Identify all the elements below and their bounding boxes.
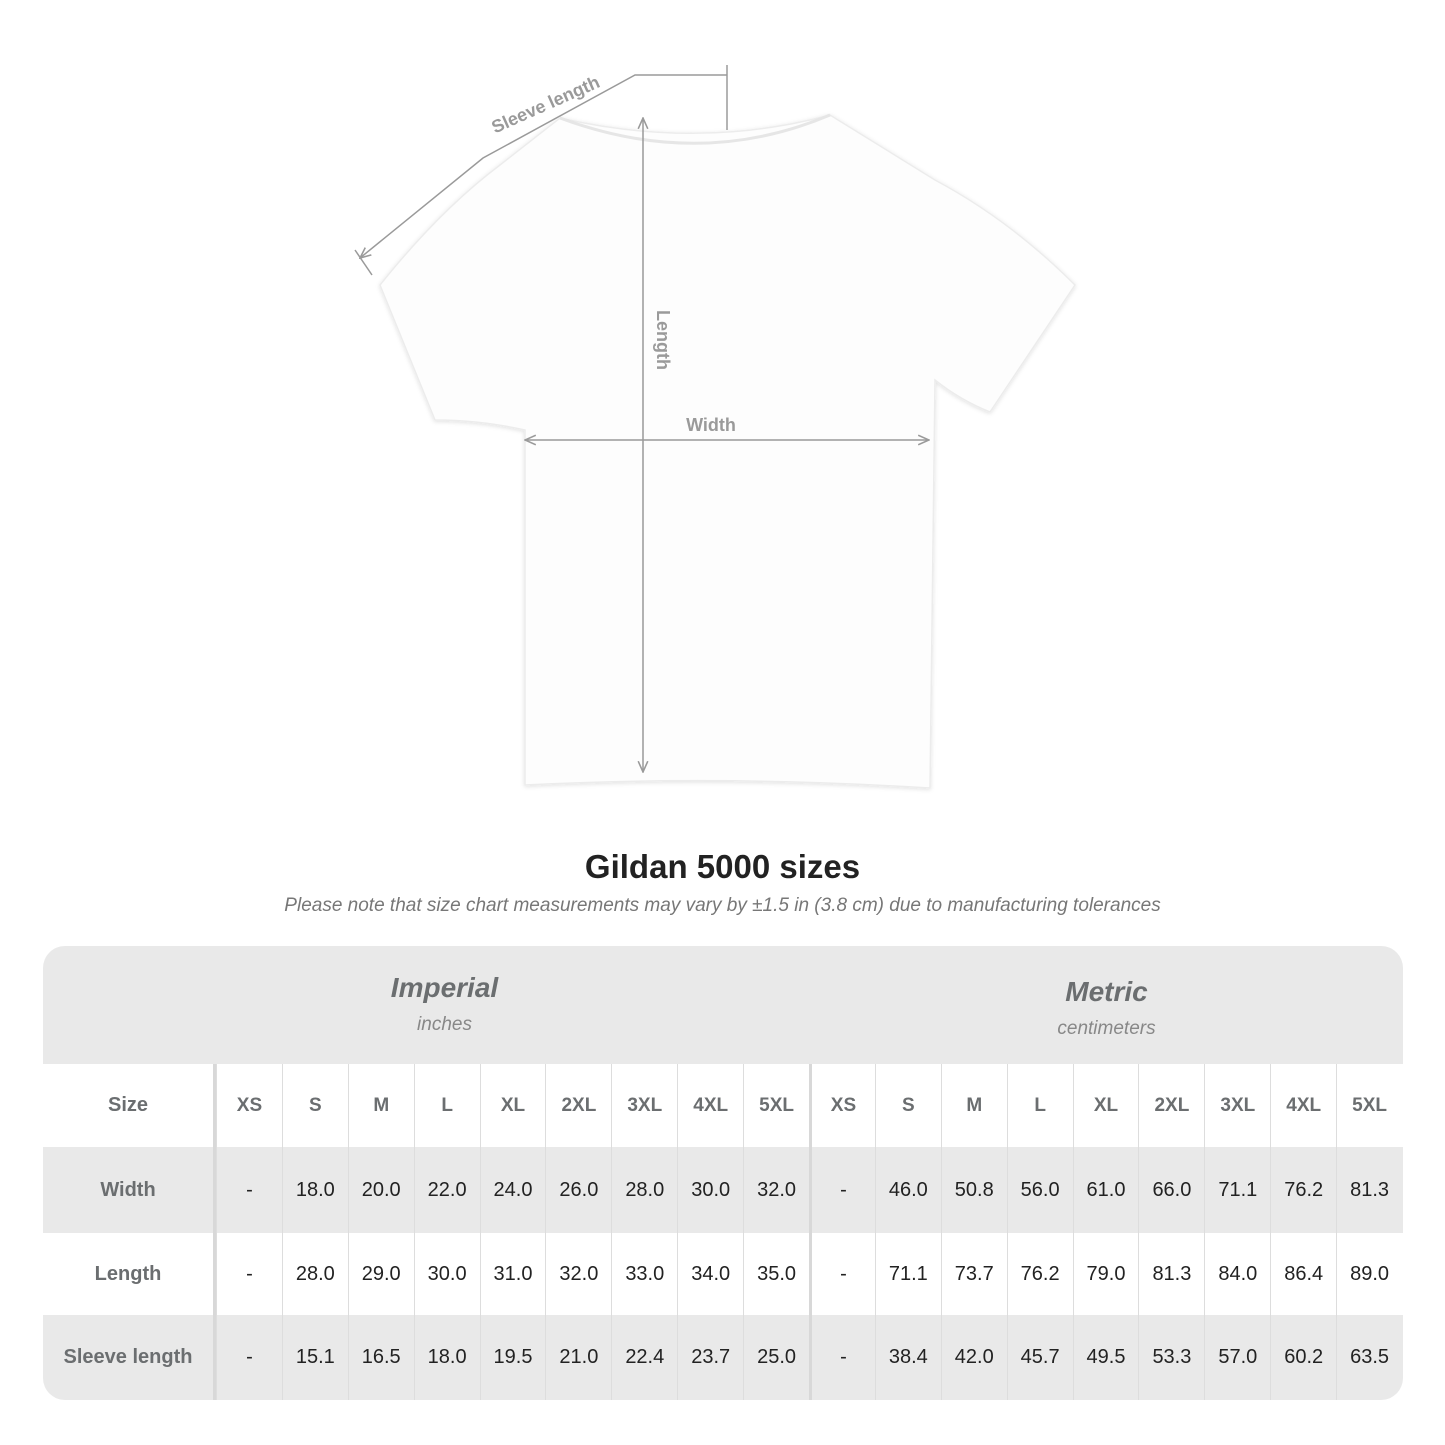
size-header-cell: 2XL [545,1064,611,1147]
imperial-value-cell: 35.0 [743,1233,809,1315]
metric-value-cell: 76.2 [1006,1233,1073,1315]
imperial-value-cell: 31.0 [479,1233,546,1315]
tolerance-note: Please note that size chart measurements… [284,895,1161,916]
metric-value-cell: 71.1 [1204,1147,1270,1233]
table-row: Length -28.0 29.0 30.0 31.0 32.0 33.0 34.0 35.0-… [43,1233,1403,1315]
imperial-value-cell: - [216,1147,282,1233]
imperial-value-cell: 33.0 [611,1233,677,1315]
metric-value-cell: 57.0 [1204,1315,1270,1400]
imperial-value-cell: 28.0 [611,1147,677,1233]
imperial-value-cell: 23.7 [677,1315,743,1400]
sleeve-measure-line [354,65,728,276]
table-row: Width -18.0 20.0 22.0 24.0 26.0 28.0 30.0 32.0-4… [43,1147,1403,1233]
metric-value-cell: 46.0 [874,1147,941,1233]
row-label: Width [43,1147,216,1233]
imperial-value-cell: 30.0 [677,1147,743,1233]
imperial-value-cell: 32.0 [545,1233,611,1315]
imperial-value-cell: 26.0 [545,1147,611,1233]
metric-value-cell: 56.0 [1006,1147,1073,1233]
metric-value-cell: 66.0 [1138,1147,1204,1233]
imperial-value-cell: 16.5 [347,1315,414,1400]
tshirt-shape [379,114,1076,789]
metric-value-cell: 60.2 [1270,1315,1336,1400]
size-header-row: Size XS S M L XL 2XL 3XL 4XL 5XL XS S M L XL 2XL 3XL 4XL 5… [43,1064,1403,1147]
metric-title: Metric [1065,976,1148,1007]
metric-value-cell: 79.0 [1072,1233,1139,1315]
imperial-value-cell: 20.0 [347,1147,414,1233]
metric-value-cell: 84.0 [1204,1233,1270,1315]
imperial-value-cell: 21.0 [545,1315,611,1400]
metric-value-cell: 45.7 [1006,1315,1073,1400]
metric-unit: centimeters [1057,1018,1156,1039]
imperial-value-cell: - [216,1233,282,1315]
imperial-value-cell: 25.0 [743,1315,809,1400]
imperial-value-cell: 28.0 [281,1233,348,1315]
metric-value-cell: - [809,1233,875,1315]
table-row: Sleeve length -15.1 16.5 18.0 19.5 21.0 22.4 23… [43,1315,1403,1400]
size-header-cell: M [347,1064,414,1147]
size-header-cell: 4XL [677,1064,743,1147]
metric-value-cell: 86.4 [1270,1233,1336,1315]
size-header-cell: S [874,1064,941,1147]
metric-value-cell: 53.3 [1138,1315,1204,1400]
size-header-cell: S [281,1064,348,1147]
metric-value-cell: 42.0 [940,1315,1007,1400]
metric-value-cell: 81.3 [1336,1147,1402,1233]
metric-value-cell: 50.8 [940,1147,1007,1233]
metric-value-cell: 38.4 [874,1315,941,1400]
imperial-value-cell: 15.1 [281,1315,348,1400]
metric-value-cell: 71.1 [874,1233,941,1315]
size-header-cell: M [940,1064,1007,1147]
metric-value-cell: 61.0 [1072,1147,1139,1233]
tshirt-diagram: Sleeve length Length Width [354,65,1076,789]
metric-header: Metric centimeters [810,976,1403,1040]
size-header-cell: XL [1072,1064,1139,1147]
imperial-unit: inches [417,1014,472,1035]
size-header-cell: 3XL [1204,1064,1270,1147]
imperial-header: Imperial inches [216,972,673,1036]
row-label: Sleeve length [43,1315,216,1400]
metric-value-cell: 76.2 [1270,1147,1336,1233]
metric-value-cell: 89.0 [1336,1233,1402,1315]
imperial-value-cell: 34.0 [677,1233,743,1315]
neckline [559,113,831,145]
imperial-title: Imperial [390,972,499,1003]
imperial-value-cell: 22.0 [413,1147,480,1233]
size-table: Imperial inches Metric centimeters Size X… [43,946,1403,1400]
size-header-cell: 4XL [1270,1064,1336,1147]
size-header-cell: 2XL [1138,1064,1204,1147]
imperial-value-cell: 22.4 [611,1315,677,1400]
page-title: Gildan 5000 sizes [584,848,861,885]
imperial-value-cell: 18.0 [281,1147,348,1233]
metric-value-cell: - [809,1315,875,1400]
length-label: Length [653,310,673,370]
size-header-cell: XS [809,1064,875,1147]
metric-value-cell: 81.3 [1138,1233,1204,1315]
imperial-value-cell: 29.0 [347,1233,414,1315]
row-label: Length [43,1233,216,1315]
width-label: Width [686,415,736,435]
row-label: Size [43,1064,216,1147]
metric-value-cell: 73.7 [940,1233,1007,1315]
imperial-value-cell: 18.0 [413,1315,480,1400]
size-header-cell: 5XL [743,1064,809,1147]
imperial-value-cell: 32.0 [743,1147,809,1233]
metric-value-cell: 63.5 [1336,1315,1402,1400]
metric-value-cell: 49.5 [1072,1315,1139,1400]
size-header-cell: XL [479,1064,546,1147]
size-header-cell: XS [216,1064,282,1147]
metric-value-cell: - [809,1147,875,1233]
imperial-value-cell: - [216,1315,282,1400]
size-header-cell: 5XL [1336,1064,1402,1147]
imperial-value-cell: 30.0 [413,1233,480,1315]
size-header-cell: L [1006,1064,1073,1147]
size-header-cell: 3XL [611,1064,677,1147]
imperial-value-cell: 24.0 [479,1147,546,1233]
size-header-cell: L [413,1064,480,1147]
imperial-value-cell: 19.5 [479,1315,546,1400]
units-header [43,946,1403,1064]
